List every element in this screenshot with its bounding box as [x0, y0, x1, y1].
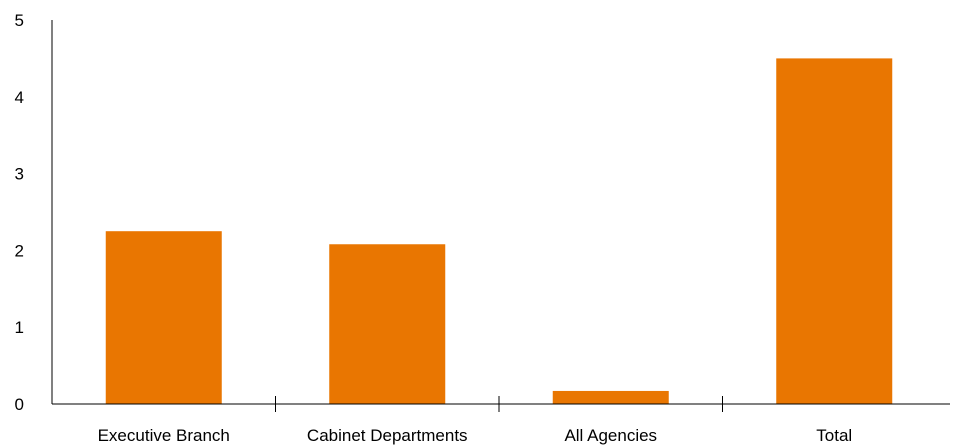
x-tick-label: All Agencies [564, 426, 657, 445]
y-tick-label: 1 [15, 318, 24, 337]
x-axis-ticks [275, 396, 723, 412]
x-tick-label: Cabinet Departments [307, 426, 468, 445]
y-tick-label: 3 [15, 165, 24, 184]
x-axis-tick-labels: Executive Branch Cabinet Departments All A… [98, 426, 853, 445]
y-tick-label: 0 [15, 395, 24, 414]
bar [776, 58, 893, 405]
bar-group [105, 58, 893, 405]
bar [552, 390, 669, 404]
x-tick-label: Total [816, 426, 852, 445]
y-axis-tick-labels: 0 1 2 3 4 5 [15, 11, 24, 414]
y-tick-label: 5 [15, 11, 24, 30]
y-tick-label: 2 [15, 241, 24, 260]
x-tick-label: Executive Branch [98, 426, 230, 445]
bar [105, 231, 222, 404]
bar [329, 244, 446, 404]
y-tick-label: 4 [15, 88, 24, 107]
